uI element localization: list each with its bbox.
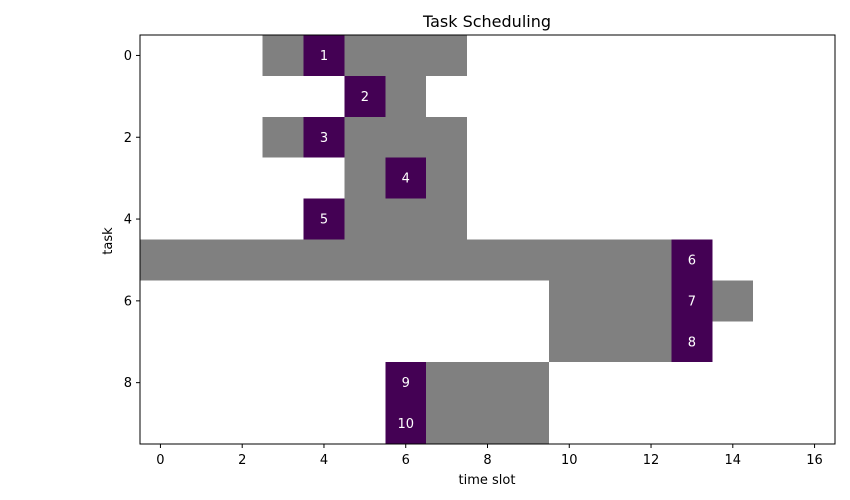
x-tick-label: 16	[806, 453, 823, 468]
scheduled-slot-cell	[671, 321, 713, 363]
scheduled-slot-cell	[344, 75, 386, 117]
scheduled-slot-label: 7	[688, 294, 696, 309]
scheduled-slot-cell	[303, 198, 345, 240]
x-tick-label: 8	[483, 453, 491, 468]
scheduled-slot-label: 3	[320, 131, 328, 146]
y-tick-label: 4	[124, 213, 132, 228]
scheduled-slot-cell	[303, 116, 345, 158]
scheduled-slot-cell	[303, 35, 345, 76]
scheduled-slot-label: 5	[320, 213, 328, 228]
chart-title: Task Scheduling	[422, 12, 551, 31]
scheduled-slot-label: 2	[361, 90, 369, 105]
x-tick-label: 0	[156, 453, 164, 468]
x-axis-ticks: 0 2 4 6 8 10 12 14 16	[156, 444, 823, 468]
scheduled-slot-label: 9	[402, 376, 410, 391]
x-tick-label: 10	[561, 453, 578, 468]
plot-area: 1 2 3 4 5 6 7 8 9 10	[139, 34, 836, 445]
x-axis-label: time slot	[459, 473, 516, 488]
y-axis-label: task	[101, 227, 116, 255]
y-axis-ticks: 0 2 4 6 8	[124, 49, 140, 391]
y-tick-label: 8	[124, 376, 132, 391]
scheduled-slot-label: 4	[402, 172, 410, 187]
x-tick-label: 2	[238, 453, 246, 468]
scheduled-slot-cell	[385, 362, 427, 404]
task-window-bar	[262, 35, 468, 76]
y-tick-label: 0	[124, 49, 132, 64]
scheduled-slot-label: 8	[688, 335, 696, 350]
scheduled-slot-label: 1	[320, 49, 328, 64]
x-tick-label: 12	[643, 453, 660, 468]
scheduled-slot-cell	[385, 157, 427, 199]
y-tick-label: 6	[124, 294, 132, 309]
task-window-bar	[262, 116, 468, 158]
scheduled-slot-cell	[671, 280, 713, 322]
scheduled-slot-label: 6	[688, 253, 696, 268]
x-tick-label: 4	[320, 453, 328, 468]
scheduled-slot-label: 10	[397, 417, 414, 432]
x-tick-label: 6	[402, 453, 410, 468]
scheduled-slot-cell	[671, 239, 713, 281]
x-tick-label: 14	[725, 453, 742, 468]
task-window-bar	[548, 280, 754, 322]
task-window-bar	[140, 239, 713, 281]
y-tick-label: 2	[124, 131, 132, 146]
scheduled-slot-cell	[385, 403, 427, 444]
